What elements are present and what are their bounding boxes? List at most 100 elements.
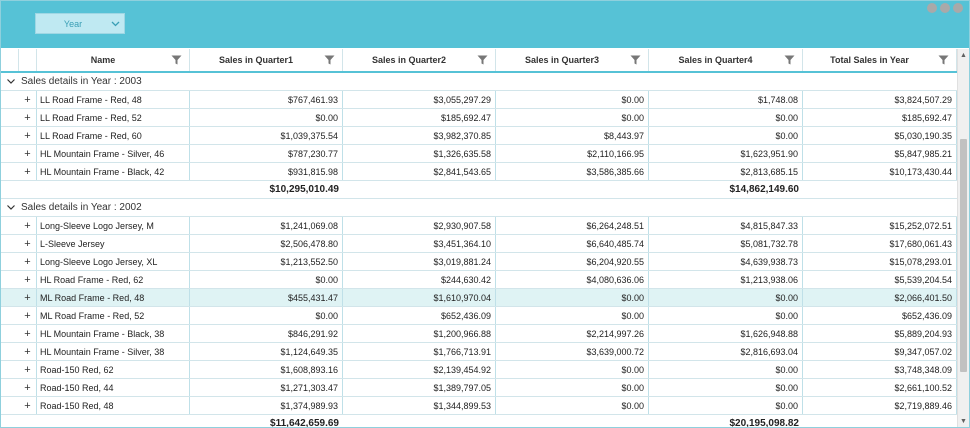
table-row[interactable]: + HL Mountain Frame - Silver, 46 $787,23… [1,145,957,163]
header-q3[interactable]: Sales in Quarter3 [496,49,649,71]
header-label: Name [90,55,116,65]
table-row[interactable]: + Road-150 Red, 62 $1,608,893.16 $2,139,… [1,361,957,379]
filter-icon[interactable] [936,54,950,66]
header-name[interactable]: Name [37,49,190,71]
cell-q3: $3,639,000.72 [496,343,649,360]
table-row[interactable]: + HL Mountain Frame - Black, 42 $931,815… [1,163,957,181]
chevron-down-icon[interactable] [106,19,124,29]
table-row[interactable]: + LL Road Frame - Red, 48 $767,461.93 $3… [1,91,957,109]
scroll-up-icon[interactable]: ▲ [960,51,967,59]
cell-name: Long-Sleeve Logo Jersey, M [37,217,190,234]
expand-icon[interactable]: + [19,91,37,108]
filter-icon[interactable] [475,54,489,66]
table-row[interactable]: + LL Road Frame - Red, 52 $0.00 $185,692… [1,109,957,127]
expand-icon[interactable]: + [19,253,37,270]
window-dot-icon[interactable] [953,3,963,13]
cell-name: Road-150 Red, 44 [37,379,190,396]
cell-name: Long-Sleeve Logo Jersey, XL [37,253,190,270]
expand-icon[interactable]: + [19,217,37,234]
filter-icon[interactable] [322,54,336,66]
cell-q1: $1,271,303.47 [190,379,343,396]
indent-cell [1,361,19,378]
cell-q4: $0.00 [649,361,803,378]
cell-q2: $2,930,907.58 [343,217,496,234]
header-label: Sales in Quarter2 [371,55,447,65]
indent-cell [1,325,19,342]
summary-q1: $10,295,010.49 [269,184,339,195]
table-row[interactable]: + HL Road Frame - Red, 62 $0.00 $244,630… [1,271,957,289]
cell-q1: $455,431.47 [190,289,343,306]
indent-cell [1,271,19,288]
spacer-cell [19,415,37,427]
cell-total: $2,719,889.46 [803,397,957,414]
collapse-chevron-icon[interactable] [1,203,21,212]
filter-icon[interactable] [169,54,183,66]
expand-icon[interactable]: + [19,163,37,180]
header-q2[interactable]: Sales in Quarter2 [343,49,496,71]
cell-total: $5,847,985.21 [803,145,957,162]
expand-icon[interactable]: + [19,145,37,162]
grid-body: Sales details in Year : 2003 + LL Road F… [1,73,957,427]
expand-icon[interactable]: + [19,109,37,126]
cell-q1: $1,608,893.16 [190,361,343,378]
cell-q1: $787,230.77 [190,145,343,162]
cell-total: $185,692.47 [803,109,957,126]
filter-icon[interactable] [628,54,642,66]
group-header-2003[interactable]: Sales details in Year : 2003 [1,73,957,91]
cell-total: $3,824,507.29 [803,91,957,108]
filter-icon[interactable] [782,54,796,66]
table-row[interactable]: + L-Sleeve Jersey $2,506,478.80 $3,451,3… [1,235,957,253]
table-row[interactable]: + Long-Sleeve Logo Jersey, M $1,241,069.… [1,217,957,235]
cell-total: $5,539,204.54 [803,271,957,288]
scroll-down-icon[interactable]: ▼ [960,417,967,425]
window-dot-icon[interactable] [927,3,937,13]
cell-q3: $2,110,166.95 [496,145,649,162]
header-q4[interactable]: Sales in Quarter4 [649,49,803,71]
scrollbar-thumb[interactable] [960,139,967,372]
expand-icon[interactable]: + [19,271,37,288]
header-label: Sales in Quarter4 [678,55,753,65]
group-header-2002[interactable]: Sales details in Year : 2002 [1,199,957,217]
table-row[interactable]: + HL Mountain Frame - Silver, 38 $1,124,… [1,343,957,361]
table-row[interactable]: + Road-150 Red, 48 $1,374,989.93 $1,344,… [1,397,957,415]
table-row[interactable]: + Road-150 Red, 44 $1,271,303.47 $1,389,… [1,379,957,397]
expand-icon[interactable]: + [19,361,37,378]
indent-cell [1,109,19,126]
expand-icon[interactable]: + [19,307,37,324]
cell-q4: $4,815,847.33 [649,217,803,234]
cell-q1: $931,815.98 [190,163,343,180]
cell-q3: $0.00 [496,289,649,306]
expand-icon[interactable]: + [19,325,37,342]
spacer-cell [37,181,190,198]
indent-cell [1,181,19,198]
expand-icon[interactable]: + [19,127,37,144]
cell-q4: $2,813,685.15 [649,163,803,180]
table-row[interactable]: + Long-Sleeve Logo Jersey, XL $1,213,552… [1,253,957,271]
table-row[interactable]: + HL Mountain Frame - Black, 38 $846,291… [1,325,957,343]
cell-total: $3,748,348.09 [803,361,957,378]
header-indent [1,49,19,71]
indent-cell [1,307,19,324]
cell-q3: $6,264,248.51 [496,217,649,234]
header-q1[interactable]: Sales in Quarter1 [190,49,343,71]
expand-icon[interactable]: + [19,343,37,360]
collapse-chevron-icon[interactable] [1,77,21,86]
indent-cell [1,91,19,108]
vertical-scrollbar[interactable]: ▲ ▼ [957,49,969,427]
group-chip-year[interactable]: Year [35,13,125,34]
window-dot-icon[interactable] [940,3,950,13]
data-grid: Name Sales in Quarter1 Sales in Quarter2… [1,49,957,427]
cell-q4: $0.00 [649,289,803,306]
header-total[interactable]: Total Sales in Year [803,49,957,71]
table-row[interactable]: + LL Road Frame - Red, 60 $1,039,375.54 … [1,127,957,145]
table-row[interactable]: + ML Road Frame - Red, 52 $0.00 $652,436… [1,307,957,325]
group-drop-area: Year [1,1,969,48]
expand-icon[interactable]: + [19,289,37,306]
expand-icon[interactable]: + [19,235,37,252]
cell-q3: $6,640,485.74 [496,235,649,252]
table-row-selected[interactable]: + ML Road Frame - Red, 48 $455,431.47 $1… [1,289,957,307]
indent-cell [1,253,19,270]
expand-icon[interactable]: + [19,379,37,396]
cell-q4: $0.00 [649,379,803,396]
expand-icon[interactable]: + [19,397,37,414]
